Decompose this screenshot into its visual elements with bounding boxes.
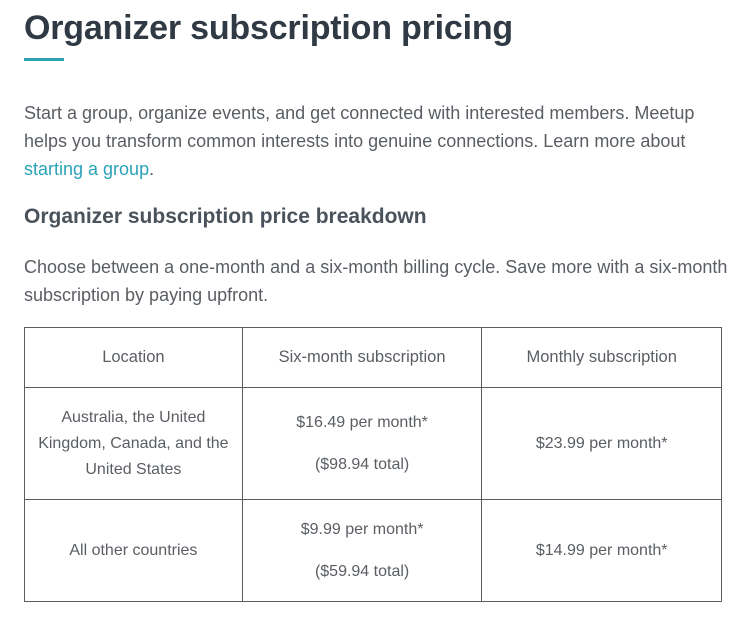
header-monthly: Monthly subscription: [481, 327, 722, 388]
six-month-cell: $9.99 per month* ($59.94 total): [241, 499, 483, 602]
breakdown-description: Choose between a one-month and a six-mon…: [24, 257, 728, 305]
six-month-price: $9.99 per month*: [300, 520, 424, 538]
six-month-price: $16.49 per month*: [296, 413, 428, 431]
header-location: Location: [24, 327, 243, 388]
six-month-cell: $16.49 per month* ($98.94 total): [241, 387, 483, 500]
six-month-total: ($98.94 total): [314, 455, 410, 473]
location-cell: Australia, the United Kingdom, Canada, a…: [24, 387, 243, 500]
six-month-total: ($59.94 total): [314, 562, 410, 580]
monthly-price-cell: $23.99 per month*: [481, 387, 722, 500]
intro-paragraph: Start a group, organize events, and get …: [24, 99, 729, 183]
cell-spacer: [251, 433, 474, 455]
pricing-table: Location Six-month subscription Monthly …: [24, 327, 722, 602]
page-title: Organizer subscription pricing: [24, 9, 513, 47]
intro-text: Start a group, organize events, and get …: [24, 103, 695, 151]
intro-after-link: .: [149, 159, 155, 179]
table-row: Australia, the United Kingdom, Canada, a…: [24, 387, 722, 500]
cell-spacer: [251, 540, 474, 562]
table-row: All other countries $9.99 per month* ($5…: [24, 499, 722, 602]
article: Organizer subscription pricing Start a g…: [24, 0, 729, 602]
monthly-price-cell: $14.99 per month*: [481, 499, 722, 602]
breakdown-heading: Organizer subscription price breakdown: [24, 205, 427, 228]
table-header-row: Location Six-month subscription Monthly …: [24, 327, 722, 388]
title-underline: [24, 58, 64, 61]
location-cell: All other countries: [24, 499, 243, 602]
starting-a-group-link[interactable]: starting a group: [24, 159, 150, 179]
header-six-month: Six-month subscription: [241, 327, 483, 388]
